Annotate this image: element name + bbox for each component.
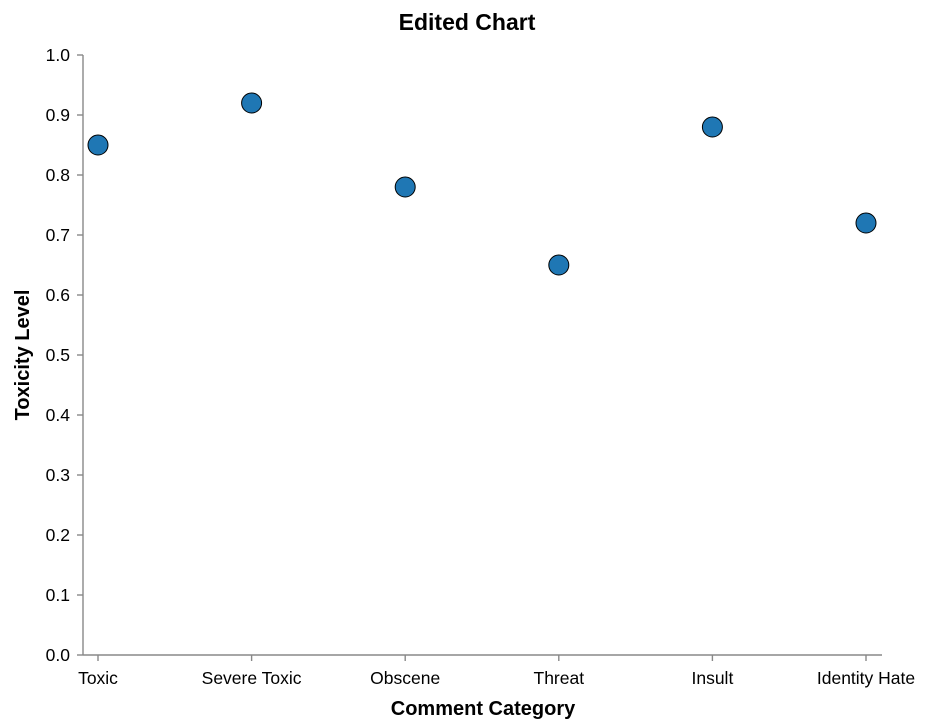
data-point (548, 254, 570, 276)
x-tick-label: Obscene (370, 668, 440, 688)
y-tick-label: 0.9 (46, 105, 70, 125)
y-tick-label: 0.5 (46, 345, 70, 365)
y-tick-label: 0.2 (46, 525, 70, 545)
y-tick-label: 0.1 (46, 585, 70, 605)
y-tick-label: 0.6 (46, 285, 70, 305)
y-tick-label: 0.3 (46, 465, 70, 485)
data-point (87, 134, 109, 156)
y-axis: 0.0 0.1 0.2 0.3 0.4 0.5 0.6 0.7 0.8 0.9 1.0 (46, 45, 84, 665)
x-tick-label: Severe Toxic (202, 668, 302, 688)
x-tick-label: Identity Hate (817, 668, 915, 688)
data-point (394, 176, 416, 198)
x-tick-label: Toxic (78, 668, 118, 688)
chart-title: Edited Chart (399, 9, 536, 35)
x-tick-label: Threat (534, 668, 585, 688)
data-point (241, 92, 263, 114)
y-tick-label: 1.0 (46, 45, 71, 65)
y-tick-label: 0.0 (46, 645, 71, 665)
y-axis-title: Toxicity Level (12, 290, 34, 421)
y-tick-label: 0.4 (46, 405, 71, 425)
y-tick-label: 0.8 (46, 165, 70, 185)
data-point (855, 212, 877, 234)
data-points (87, 92, 877, 276)
data-point (701, 116, 723, 138)
x-axis-title: Comment Category (391, 698, 576, 720)
y-tick-label: 0.7 (46, 225, 70, 245)
x-axis: Toxic Severe Toxic Obscene Threat Insult Iden… (78, 654, 915, 688)
x-tick-label: Insult (691, 668, 733, 688)
